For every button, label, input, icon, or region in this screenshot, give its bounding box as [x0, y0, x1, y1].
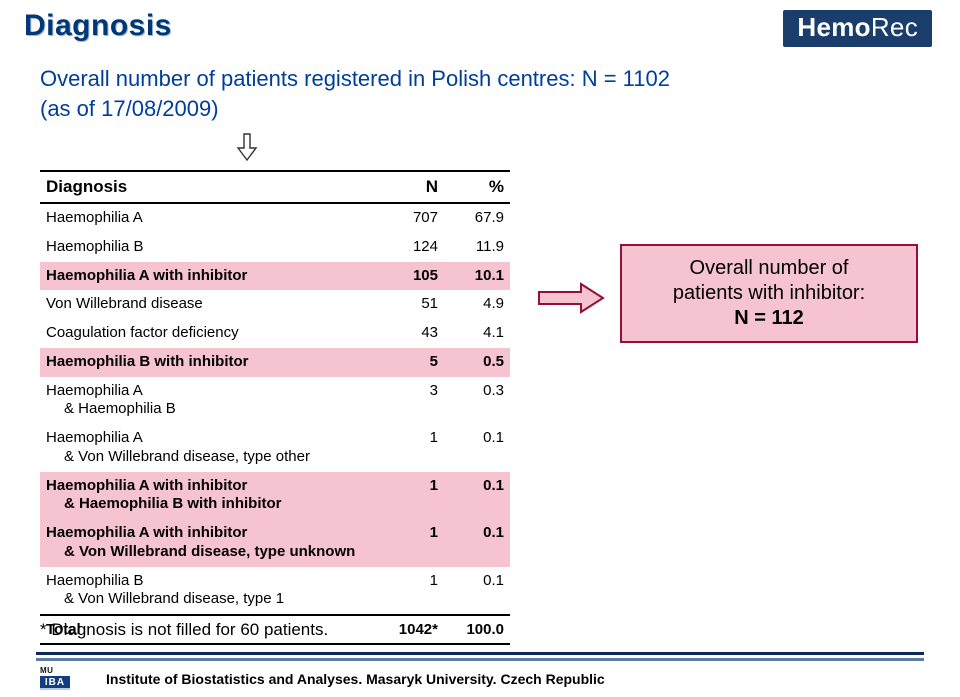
brand-logo: HemoRec [783, 10, 932, 47]
td-n: 124 [378, 233, 444, 262]
table-row: Haemophilia B12411.9 [40, 233, 510, 262]
page-title: Diagnosis [24, 9, 172, 43]
th-label: Diagnosis [40, 171, 378, 203]
td-label: Von Willebrand disease [40, 290, 378, 319]
right-arrow-icon [537, 280, 607, 316]
brand-left: Hemo [797, 12, 870, 42]
td-n: 51 [378, 290, 444, 319]
td-label: Haemophilia B with inhibitor [40, 348, 378, 377]
td-pct: 0.1 [444, 519, 510, 567]
table-row: Coagulation factor deficiency434.1 [40, 319, 510, 348]
td-pct: 0.1 [444, 567, 510, 616]
td-total-pct: 100.0 [444, 615, 510, 644]
td-label: Coagulation factor deficiency [40, 319, 378, 348]
table-row: Haemophilia A with inhibitor& Haemophili… [40, 472, 510, 520]
td-pct: 10.1 [444, 262, 510, 291]
logo-iba: IBA [40, 676, 70, 690]
table-row: Haemophilia A with inhibitor10510.1 [40, 262, 510, 291]
footer-rule-top [36, 652, 924, 655]
footer-logo: MU IBA [40, 667, 96, 691]
td-pct: 11.9 [444, 233, 510, 262]
table-row: Haemophilia B& Von Willebrand disease, t… [40, 567, 510, 616]
td-label: Haemophilia B& Von Willebrand disease, t… [40, 567, 378, 616]
diagnosis-table-region: Diagnosis N % Haemophilia A70767.9Haemop… [40, 170, 510, 645]
td-pct: 0.1 [444, 424, 510, 472]
td-label: Haemophilia A [40, 203, 378, 233]
brand-right: Rec [871, 12, 918, 42]
td-n: 43 [378, 319, 444, 348]
diagnosis-table: Diagnosis N % Haemophilia A70767.9Haemop… [40, 170, 510, 645]
td-pct: 0.1 [444, 472, 510, 520]
td-pct: 4.9 [444, 290, 510, 319]
td-pct: 0.3 [444, 377, 510, 425]
down-arrow-icon [235, 132, 259, 162]
table-row: Haemophilia A& Haemophilia B30.3 [40, 377, 510, 425]
th-pct: % [444, 171, 510, 203]
footer-text: Institute of Biostatistics and Analyses.… [106, 671, 605, 687]
td-n: 1 [378, 567, 444, 616]
td-n: 5 [378, 348, 444, 377]
callout-box: Overall number of patients with inhibito… [620, 244, 918, 343]
intro-line1: Overall number of patients registered in… [40, 64, 670, 94]
callout-line1: Overall number of [628, 256, 910, 281]
td-pct: 67.9 [444, 203, 510, 233]
table-row: Haemophilia A& Von Willebrand disease, t… [40, 424, 510, 472]
callout-line2: patients with inhibitor: [628, 281, 910, 306]
td-label: Haemophilia A with inhibitor& Haemophili… [40, 472, 378, 520]
td-label: Haemophilia A with inhibitor& Von Willeb… [40, 519, 378, 567]
td-total-n: 1042* [378, 615, 444, 644]
callout-strong: N = 112 [628, 306, 910, 331]
logo-mu: MU [40, 667, 53, 675]
td-pct: 0.5 [444, 348, 510, 377]
td-pct: 4.1 [444, 319, 510, 348]
table-row: Von Willebrand disease514.9 [40, 290, 510, 319]
td-n: 3 [378, 377, 444, 425]
table-row: Haemophilia B with inhibitor50.5 [40, 348, 510, 377]
td-label: Haemophilia B [40, 233, 378, 262]
td-n: 105 [378, 262, 444, 291]
th-n: N [378, 171, 444, 203]
table-body: Haemophilia A70767.9Haemophilia B12411.9… [40, 203, 510, 615]
intro-line2: (as of 17/08/2009) [40, 94, 670, 124]
table-head-row: Diagnosis N % [40, 171, 510, 203]
footnote: * Diagnosis is not filled for 60 patient… [40, 620, 328, 640]
td-n: 1 [378, 424, 444, 472]
td-n: 1 [378, 472, 444, 520]
td-n: 707 [378, 203, 444, 233]
intro-block: Overall number of patients registered in… [40, 64, 670, 123]
td-label: Haemophilia A& Haemophilia B [40, 377, 378, 425]
td-label: Haemophilia A with inhibitor [40, 262, 378, 291]
td-label: Haemophilia A& Von Willebrand disease, t… [40, 424, 378, 472]
footer-rule-bottom [36, 658, 924, 661]
table-row: Haemophilia A with inhibitor& Von Willeb… [40, 519, 510, 567]
td-n: 1 [378, 519, 444, 567]
table-row: Haemophilia A70767.9 [40, 203, 510, 233]
